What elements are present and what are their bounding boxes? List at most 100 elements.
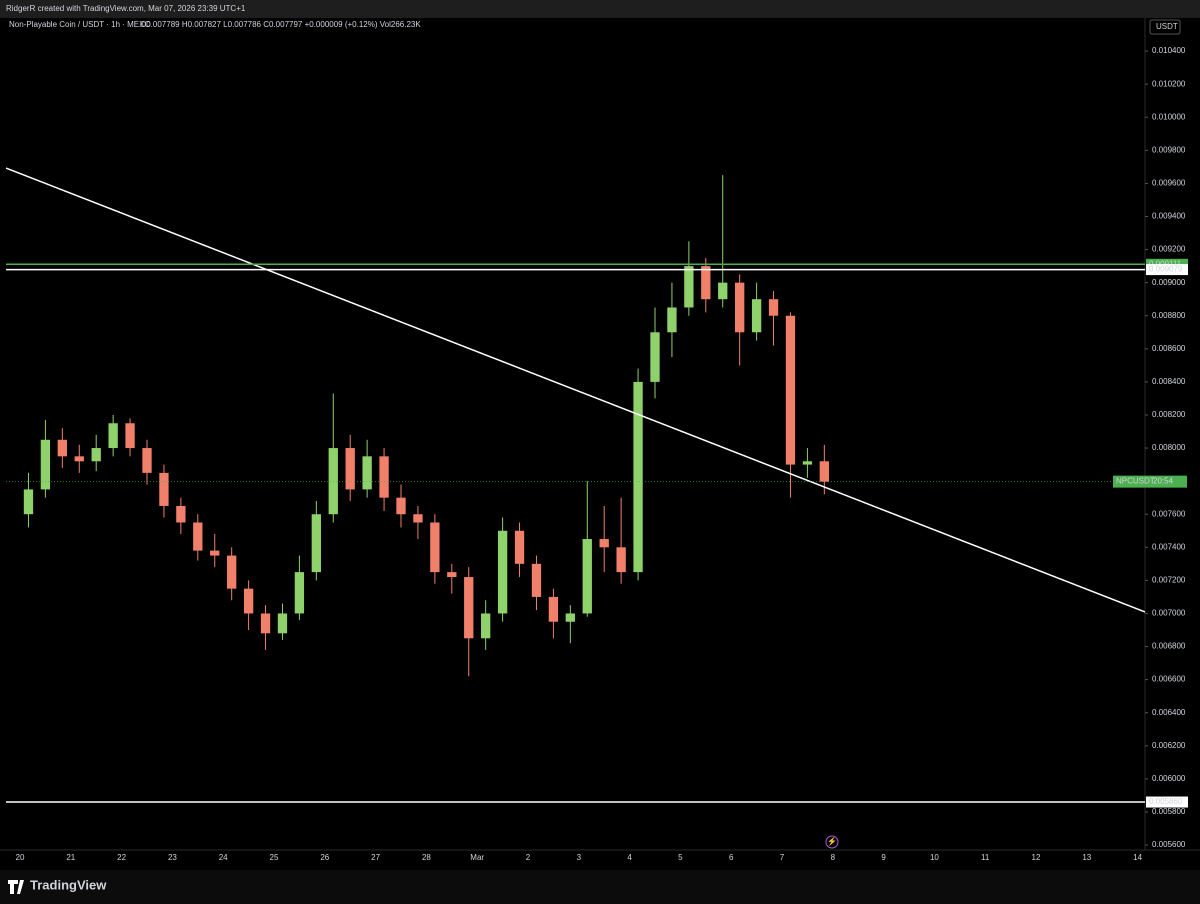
candle-body (684, 266, 694, 308)
y-tick-label: 0.006000 (1152, 774, 1186, 783)
candle-body (667, 307, 677, 333)
y-tick-label: 0.007000 (1152, 609, 1186, 618)
candle-body (514, 530, 525, 564)
candle-body (616, 547, 626, 573)
candle-body (193, 522, 203, 551)
footer-bar (0, 870, 1200, 904)
y-tick-label: 0.010200 (1152, 79, 1186, 88)
currency-box (1149, 19, 1181, 35)
y-tick-label: 0.007600 (1152, 509, 1186, 518)
candle-body (531, 563, 542, 597)
credit: RidgerR created with TradingView.com, Ma… (6, 4, 246, 13)
x-tick-label: 13 (1082, 853, 1091, 862)
x-tick-label: 10 (930, 853, 939, 862)
x-tick-label: 28 (422, 853, 431, 862)
price-label-box (1146, 796, 1188, 808)
last-price-box (1113, 475, 1187, 488)
candle-body (735, 282, 745, 333)
candle-body (91, 448, 101, 462)
price-label-box (1146, 264, 1188, 276)
candle-body (701, 266, 711, 300)
candle-body (243, 588, 254, 614)
y-tick-label: 0.009600 (1152, 179, 1186, 188)
last-price-countdown: 20:54 (1153, 477, 1174, 486)
x-tick-label: 2 (526, 853, 531, 862)
candle-body (718, 282, 728, 300)
candle-body (379, 456, 389, 498)
candle-body (447, 572, 457, 578)
candle-body (464, 577, 474, 639)
y-tick-label: 0.007200 (1152, 575, 1186, 584)
candle-body (430, 522, 440, 573)
candle-body (362, 456, 372, 490)
price-label: 0.009079 (1149, 265, 1183, 274)
candle-body (599, 539, 609, 548)
y-tick-label: 0.010400 (1152, 46, 1186, 55)
x-tick-label: 23 (168, 853, 177, 862)
candle-body (396, 497, 406, 515)
y-tick-label: 0.009200 (1152, 245, 1186, 254)
candle-body (159, 472, 169, 506)
x-tick-label: 24 (219, 853, 228, 862)
candle-body (751, 299, 762, 333)
x-tick-label: 20 (16, 853, 25, 862)
candle-body (633, 381, 643, 573)
candle-body (277, 613, 288, 634)
event-icon-glyph: ⚡ (827, 836, 837, 846)
x-tick-label: 21 (66, 853, 75, 862)
y-tick-label: 0.008000 (1152, 443, 1186, 452)
candle-body (785, 315, 796, 465)
currency: USDT (1156, 22, 1178, 31)
x-tick-label: 8 (831, 853, 836, 862)
last-price-symbol: NPCUSDT (1116, 477, 1155, 486)
ohlc-readout: O0.007789 H0.007827 L0.007786 C0.007797 … (140, 20, 421, 29)
candle-body (802, 461, 813, 465)
candle-body (413, 514, 423, 523)
logo-mark (8, 880, 24, 894)
y-tick-label: 0.009000 (1152, 278, 1186, 287)
x-tick-label: 5 (678, 853, 683, 862)
candle-body (125, 423, 135, 449)
y-tick-label: 0.009800 (1152, 145, 1186, 154)
x-tick-label: 22 (117, 853, 126, 862)
candle-body (481, 613, 491, 639)
price-label: 0.009111 (1149, 259, 1182, 268)
candle-body (23, 489, 34, 515)
x-tick-label: 11 (981, 853, 990, 862)
x-tick-label: 6 (729, 853, 734, 862)
y-tick-label: 0.008600 (1152, 344, 1186, 353)
candle-body (57, 439, 67, 457)
y-tick-label: 0.006600 (1152, 675, 1186, 684)
candle-body (819, 461, 829, 482)
brand: TradingView (30, 877, 107, 892)
candle-body (497, 530, 508, 614)
y-tick-label: 0.005600 (1152, 840, 1186, 849)
candle-body (74, 456, 84, 462)
candle-body (311, 514, 321, 573)
candle-body (176, 505, 186, 523)
y-tick-label: 0.006400 (1152, 708, 1186, 717)
y-tick-label: 0.005800 (1152, 807, 1186, 816)
x-tick-label: 27 (371, 853, 380, 862)
trendline (5, 167, 1146, 613)
chart-title: Non-Playable Coin / USDT · 1h · MEXC (9, 20, 150, 29)
candle-body (142, 448, 152, 473)
y-tick-label: 0.006200 (1152, 741, 1186, 750)
candle-body (650, 332, 660, 382)
y-tick-label: 0.008800 (1152, 311, 1186, 320)
x-tick-label: Mar (470, 853, 484, 862)
candle-body (768, 299, 779, 316)
candle-body (548, 596, 559, 622)
x-tick-label: 9 (881, 853, 886, 862)
candle-body (294, 572, 305, 614)
x-tick-label: 12 (1032, 853, 1041, 862)
candle-body (40, 439, 51, 490)
y-tick-label: 0.010000 (1152, 112, 1186, 121)
price-label: 0.005860 (1149, 797, 1183, 806)
candle-body (565, 613, 575, 622)
candle-body (345, 448, 355, 490)
candle-body (260, 613, 271, 634)
chart-area (0, 18, 1200, 870)
y-tick-label: 0.009400 (1152, 212, 1186, 221)
header-bar (0, 0, 1200, 18)
